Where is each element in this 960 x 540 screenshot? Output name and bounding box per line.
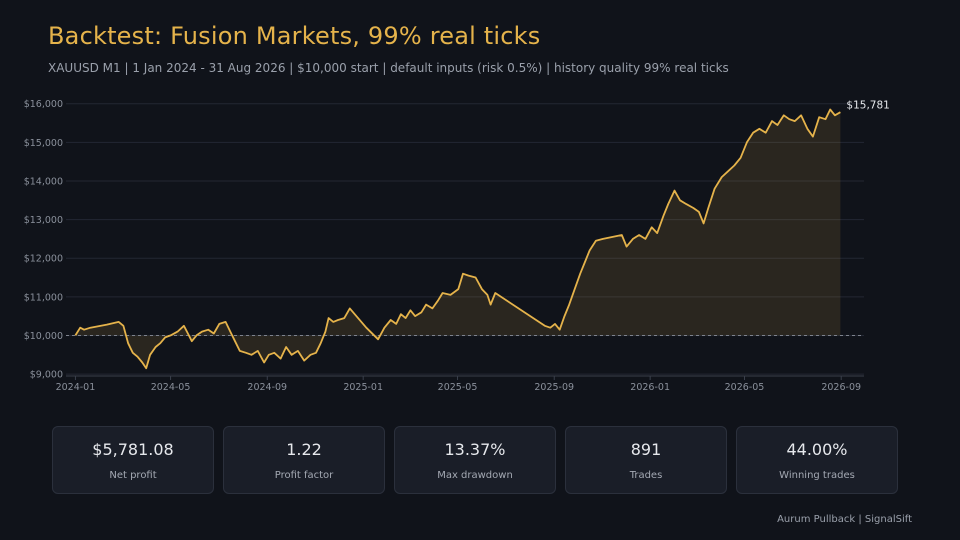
y-tick-label: $12,000 [24, 254, 63, 265]
x-tick-label: 2025-09 [534, 382, 574, 393]
stat-card-profit-factor: 1.22 Profit factor [223, 426, 385, 494]
profit-factor-label: Profit factor [274, 470, 334, 481]
x-tick-label: 2025-05 [438, 382, 478, 393]
x-tick-label: 2026-09 [821, 382, 861, 393]
footer-credit: Aurum Pullback | SignalSift [777, 514, 912, 525]
winning-trades-value: 44.00% [786, 440, 848, 459]
y-tick-label: $9,000 [30, 370, 63, 381]
net-profit-label: Net profit [109, 470, 157, 481]
y-tick-label: $13,000 [24, 215, 63, 226]
stats-row: $5,781.08 Net profit 1.22 Profit factor … [52, 426, 898, 494]
y-tick-label: $14,000 [24, 176, 63, 187]
max-drawdown-value: 13.37% [444, 440, 506, 459]
x-tick-label: 2026-01 [630, 382, 670, 393]
x-tick-label: 2025-01 [343, 382, 383, 393]
trades-value: 891 [630, 440, 662, 459]
page-subtitle: XAUUSD M1 | 1 Jan 2024 - 31 Aug 2026 | $… [48, 61, 729, 75]
equity-area-fill [75, 109, 841, 369]
max-drawdown-label: Max drawdown [437, 470, 513, 481]
winning-trades-label: Winning trades [779, 470, 855, 481]
y-tick-label: $10,000 [24, 331, 63, 342]
y-tick-label: $16,000 [24, 99, 63, 110]
stat-card-max-drawdown: 13.37% Max drawdown [394, 426, 556, 494]
y-tick-label: $15,000 [24, 138, 63, 149]
x-tick-label: 2026-05 [725, 382, 765, 393]
stat-card-winning-trades: 44.00% Winning trades [736, 426, 898, 494]
trades-label: Trades [629, 470, 663, 481]
final-equity-label: $15,781 [846, 100, 889, 112]
page-title: Backtest: Fusion Markets, 99% real ticks [48, 22, 541, 50]
x-tick-label: 2024-01 [56, 382, 96, 393]
stat-card-trades: 891 Trades [565, 426, 727, 494]
x-tick-label: 2024-09 [247, 382, 287, 393]
equity-curve-line [74, 108, 841, 370]
stat-card-net-profit: $5,781.08 Net profit [52, 426, 214, 494]
x-tick-label: 2024-05 [151, 382, 191, 393]
y-tick-label: $11,000 [24, 292, 63, 303]
profit-factor-value: 1.22 [286, 440, 322, 459]
net-profit-value: $5,781.08 [92, 440, 174, 459]
equity-chart: $9,000 $10,000 $11,000 $12,000 $13,000 $14,00… [24, 99, 890, 393]
